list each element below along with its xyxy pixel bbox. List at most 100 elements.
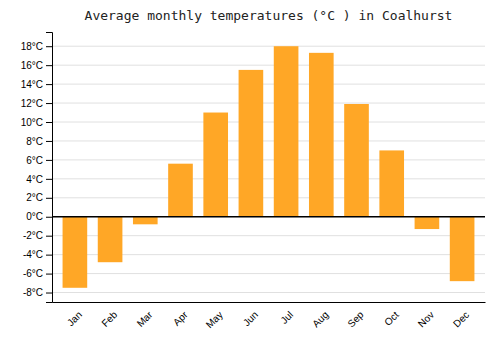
- y-axis: -8°C -6°C -4°C -2°C 0°C 2°C 4°C 6°C 8°C 10°C 12°C 1…: [21, 33, 53, 303]
- x-tick-label: Jul: [278, 309, 295, 326]
- bar: [63, 217, 88, 288]
- y-tick-label: 0°C: [26, 211, 43, 222]
- y-tick-mark: [46, 293, 52, 294]
- y-tick-mark: [46, 198, 52, 199]
- y-tick-mark: [46, 274, 52, 275]
- y-tick: 16°C: [21, 60, 52, 71]
- y-tick: 2°C: [26, 192, 52, 203]
- title: Average monthly temperatures (°C ) in Co…: [85, 8, 453, 23]
- x-axis: Jan Feb Mar Apr May Jun Jul Aug Sep Oct Nov Dec: [53, 303, 486, 331]
- grid-line: [52, 292, 485, 293]
- y-tick-label: -2°C: [23, 230, 43, 241]
- grid-line: [52, 122, 485, 123]
- chart: -8°C -6°C -4°C -2°C 0°C 2°C 4°C 6°C 8°C 10°C 12°C 1…: [0, 0, 500, 350]
- zero-line: [52, 216, 485, 218]
- y-tick-mark: [46, 46, 52, 47]
- x-tick-label: Mar: [135, 309, 155, 329]
- y-tick-label: 12°C: [21, 98, 43, 109]
- grid-line: [52, 84, 485, 85]
- x-tick: Oct: [382, 309, 401, 328]
- x-tick-label: Aug: [310, 309, 330, 329]
- y-tick-mark: [46, 236, 52, 237]
- bar: [379, 150, 404, 216]
- y-tick: 14°C: [21, 79, 52, 90]
- x-tick-label: Dec: [451, 309, 471, 329]
- y-tick-mark: [46, 84, 52, 85]
- x-tick: Jun: [241, 309, 260, 328]
- x-tick: Apr: [171, 309, 190, 328]
- bar: [133, 217, 158, 225]
- x-tick-label: Feb: [99, 309, 119, 329]
- y-tick: 8°C: [26, 136, 52, 147]
- y-tick-mark: [46, 255, 52, 256]
- y-tick-label: 14°C: [21, 79, 43, 90]
- x-tick: Dec: [451, 309, 471, 329]
- grid-line: [52, 103, 485, 104]
- grid-line: [52, 140, 485, 141]
- y-tick: 0°C: [26, 211, 52, 222]
- x-tick: Mar: [135, 309, 155, 329]
- grid-line: [52, 197, 485, 198]
- x-tick-label: Sep: [345, 309, 366, 330]
- plot-area: -8°C -6°C -4°C -2°C 0°C 2°C 4°C 6°C 8°C 10°C 12°C 1…: [21, 33, 486, 331]
- y-tick-label: -8°C: [23, 287, 43, 298]
- y-tick: 10°C: [21, 117, 52, 128]
- y-tick-mark: [46, 65, 52, 66]
- x-tick-label: Apr: [171, 309, 190, 328]
- y-tick-mark: [46, 160, 52, 161]
- x-axis-line: [53, 302, 486, 303]
- grid-line: [52, 65, 485, 66]
- grid-line: [52, 216, 485, 217]
- grid-line: [52, 159, 485, 160]
- y-tick-label: 4°C: [26, 174, 43, 185]
- grid-line: [52, 46, 485, 47]
- y-tick: -4°C: [23, 249, 52, 260]
- y-tick-label: 2°C: [26, 192, 43, 203]
- bar: [203, 113, 228, 217]
- y-tick-label: 10°C: [21, 117, 43, 128]
- grid-line: [52, 178, 485, 179]
- y-tick-label: 6°C: [26, 155, 43, 166]
- y-tick: -8°C: [23, 287, 52, 298]
- x-tick: Aug: [310, 309, 330, 329]
- x-tick-label: Nov: [416, 309, 436, 329]
- bars: [63, 46, 475, 288]
- x-tick: Nov: [416, 309, 436, 329]
- bar: [415, 217, 440, 229]
- y-tick: 6°C: [26, 155, 52, 166]
- y-tick-label: -4°C: [23, 249, 43, 260]
- y-tick-mark: [46, 217, 52, 218]
- bar: [309, 53, 334, 217]
- y-tick: 18°C: [21, 41, 52, 52]
- y-axis-line: [46, 33, 53, 303]
- x-tick-label: Jun: [241, 309, 260, 328]
- x-tick: Jul: [278, 309, 295, 326]
- y-tick-label: 16°C: [21, 60, 43, 71]
- x-tick: Sep: [345, 309, 366, 330]
- y-tick: 12°C: [21, 98, 52, 109]
- x-tick: Jan: [65, 309, 84, 328]
- y-tick-mark: [46, 141, 52, 142]
- y-tick-mark: [46, 103, 52, 104]
- y-tick-mark: [46, 179, 52, 180]
- x-tick-label: Jan: [65, 309, 84, 328]
- y-tick: -6°C: [23, 268, 52, 279]
- x-tick-label: Oct: [382, 309, 401, 328]
- y-tick-label: -6°C: [23, 268, 43, 279]
- x-tick: May: [204, 309, 225, 330]
- bar: [274, 46, 299, 217]
- x-tick-label: May: [204, 309, 225, 330]
- bar: [239, 70, 264, 217]
- y-tick-label: 8°C: [26, 136, 43, 147]
- y-tick: -2°C: [23, 230, 52, 241]
- bar: [344, 104, 369, 217]
- y-tick-mark: [46, 122, 52, 123]
- y-tick-label: 18°C: [21, 41, 43, 52]
- bar: [450, 217, 475, 281]
- y-tick: 4°C: [26, 174, 52, 185]
- grid-line: [52, 273, 485, 274]
- bar: [168, 164, 193, 217]
- grid: [52, 46, 485, 292]
- bar: [98, 217, 123, 262]
- x-tick: Feb: [99, 309, 119, 329]
